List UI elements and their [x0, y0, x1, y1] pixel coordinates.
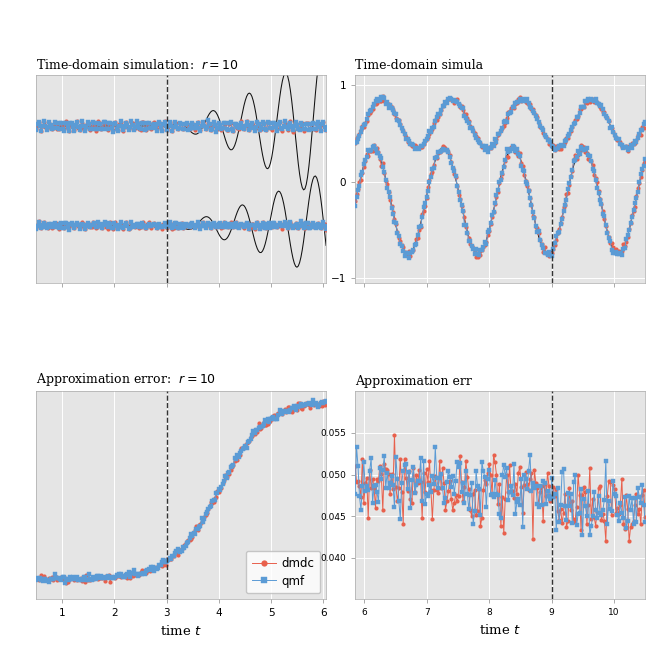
- Legend: dmdc, qmf: dmdc, qmf: [246, 551, 320, 593]
- Text: Time-domain simulation:  $r = 10$: Time-domain simulation: $r = 10$: [36, 58, 239, 72]
- Text: Approximation error:  $r = 10$: Approximation error: $r = 10$: [36, 371, 216, 388]
- X-axis label: time $t$: time $t$: [479, 623, 521, 637]
- Text: Time-domain simula: Time-domain simula: [355, 59, 483, 72]
- Text: Approximation err: Approximation err: [355, 375, 472, 388]
- X-axis label: time $t$: time $t$: [160, 624, 202, 638]
